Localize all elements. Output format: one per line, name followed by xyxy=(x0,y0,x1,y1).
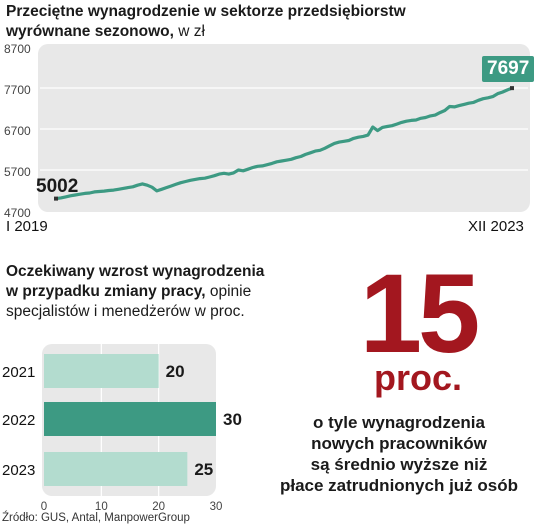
bar-category-2023: 2023 xyxy=(2,462,35,479)
highlight-line-2: nowych pracowników xyxy=(311,434,487,453)
bar-chart: 2021 20 2022 30 2023 25 0 10 20 30 xyxy=(2,344,242,513)
bar-2021 xyxy=(44,354,159,388)
line-chart-title-second: wyrównane sezonowo, xyxy=(6,23,174,40)
bar-x-tick-30: 30 xyxy=(210,501,223,513)
source-note: Źródło: GUS, Antal, ManpowerGroup xyxy=(2,512,190,524)
end-value-badge: 7697 xyxy=(482,56,535,82)
bar-x-tick-0: 0 xyxy=(41,501,47,513)
bar-2022 xyxy=(44,402,216,436)
bar-chart-title-line2: w przypadku zmiany pracy, xyxy=(6,283,206,300)
highlight-line-4: płace zatrudnionych już osób xyxy=(279,476,519,495)
y-tick-5700: 5700 xyxy=(4,165,31,179)
y-tick-8700: 8700 xyxy=(4,42,31,56)
bar-value-2021: 20 xyxy=(166,362,185,381)
bar-x-tick-10: 10 xyxy=(95,501,108,513)
line-chart-title: Przeciętne wynagrodzenie w sektorze prze… xyxy=(6,2,406,42)
y-tick-4700: 4700 xyxy=(4,206,31,220)
bar-chart-labels: 2021 20 2022 30 2023 25 0 10 20 30 xyxy=(2,362,242,513)
bar-category-2021: 2021 xyxy=(2,364,35,381)
bar-chart-title-light1: opinie xyxy=(205,283,252,300)
x-label-end: XII 2023 xyxy=(468,218,524,235)
line-chart-title-unit: w zł xyxy=(173,23,205,40)
highlight-line-3: są średnio wyższe niż xyxy=(310,455,488,474)
bar-category-2022: 2022 xyxy=(2,412,35,429)
y-tick-6700: 6700 xyxy=(4,124,31,138)
line-chart xyxy=(38,44,530,212)
bar-value-2023: 25 xyxy=(194,460,213,479)
line-chart-grid xyxy=(40,87,528,171)
line-chart-panel xyxy=(38,44,530,212)
y-tick-7700: 7700 xyxy=(4,83,31,97)
highlight-description: o tyle wynagrodzenia nowych pracowników … xyxy=(262,412,536,496)
line-chart-markers xyxy=(54,86,514,201)
start-point-marker xyxy=(54,196,58,201)
line-chart-series xyxy=(55,86,513,201)
bar-2023 xyxy=(44,452,188,486)
bar-x-tick-20: 20 xyxy=(152,501,165,513)
salary-line xyxy=(55,86,513,201)
bar-chart-title: Oczekiwany wzrost wynagrodzenia w przypa… xyxy=(6,262,264,322)
end-point-marker xyxy=(510,86,514,91)
bar-chart-title-line1: Oczekiwany wzrost wynagrodzenia xyxy=(6,263,265,280)
bar-value-2022: 30 xyxy=(223,410,242,429)
bar-chart-bars xyxy=(44,354,216,486)
bar-chart-title-line3: specjalistów i menedżerów w proc. xyxy=(6,303,245,320)
highlight-number: 15 xyxy=(359,251,481,376)
highlight-unit: proc. xyxy=(373,357,462,398)
x-label-start: I 2019 xyxy=(6,218,48,235)
highlight-line-1: o tyle wynagrodzenia xyxy=(313,413,485,432)
line-chart-title-main: Przeciętne wynagrodzenie w sektorze prze… xyxy=(6,3,406,20)
start-value-label: 5002 xyxy=(36,176,79,197)
